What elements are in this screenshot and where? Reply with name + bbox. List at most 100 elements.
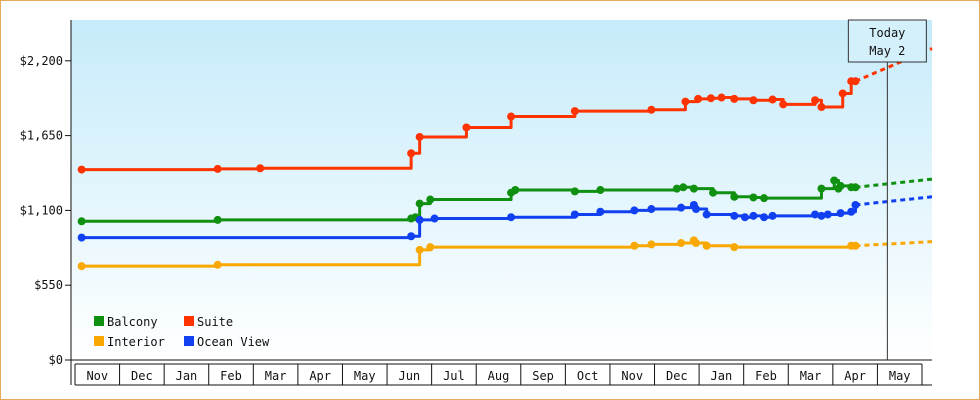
data-point[interactable]	[760, 213, 769, 222]
data-point[interactable]	[213, 215, 222, 224]
x-tick-label: Nov	[86, 369, 108, 383]
data-point[interactable]	[647, 240, 656, 249]
series-layer	[77, 47, 933, 271]
today-box	[847, 19, 927, 63]
data-point[interactable]	[507, 213, 516, 222]
data-point[interactable]	[730, 192, 739, 201]
data-point[interactable]	[692, 239, 701, 248]
data-point[interactable]	[851, 77, 860, 86]
data-point[interactable]	[77, 262, 86, 271]
data-point[interactable]	[709, 188, 718, 197]
data-point[interactable]	[77, 233, 86, 242]
data-point[interactable]	[213, 260, 222, 269]
legend-swatch	[184, 316, 194, 326]
x-tick-label: Apr	[844, 369, 866, 383]
data-point[interactable]	[768, 211, 777, 220]
today-date: May 2	[869, 44, 905, 58]
x-tick-label: Nov	[621, 369, 643, 383]
data-point[interactable]	[596, 186, 605, 194]
data-point[interactable]	[811, 210, 820, 219]
data-point[interactable]	[836, 209, 845, 218]
data-point[interactable]	[749, 193, 758, 202]
data-point[interactable]	[570, 210, 579, 219]
data-point[interactable]	[823, 210, 832, 219]
today-label: Today	[869, 26, 905, 40]
data-point[interactable]	[677, 239, 686, 248]
data-point[interactable]	[830, 176, 839, 185]
data-point[interactable]	[647, 205, 656, 214]
data-point[interactable]	[749, 96, 758, 105]
x-tick-label: Jan	[176, 369, 198, 383]
x-tick-label: Jun	[398, 369, 420, 383]
data-point[interactable]	[851, 200, 860, 209]
data-point[interactable]	[851, 183, 860, 192]
data-point[interactable]	[811, 96, 820, 105]
legend-label: Balcony	[107, 315, 158, 329]
data-point[interactable]	[415, 215, 424, 224]
x-tick-label: Mar	[265, 369, 287, 383]
data-point[interactable]	[407, 149, 416, 158]
data-point[interactable]	[730, 243, 739, 252]
x-tick-label: Feb	[220, 369, 242, 383]
data-point[interactable]	[689, 184, 698, 193]
data-point[interactable]	[717, 93, 726, 102]
data-point[interactable]	[426, 243, 435, 252]
data-point[interactable]	[630, 241, 639, 250]
data-point[interactable]	[570, 187, 579, 196]
data-point[interactable]	[679, 183, 688, 192]
data-point[interactable]	[740, 213, 749, 222]
data-point[interactable]	[462, 123, 471, 132]
data-point[interactable]	[847, 207, 856, 216]
plot-background	[71, 20, 932, 360]
data-point[interactable]	[851, 241, 860, 250]
data-point[interactable]	[779, 100, 788, 109]
data-point[interactable]	[706, 94, 715, 103]
data-point[interactable]	[817, 103, 826, 112]
data-point[interactable]	[730, 94, 739, 103]
data-point[interactable]	[692, 205, 701, 214]
data-point[interactable]	[836, 181, 845, 190]
data-point[interactable]	[760, 194, 769, 203]
data-point[interactable]	[77, 217, 86, 226]
data-point[interactable]	[415, 132, 424, 141]
data-point[interactable]	[647, 105, 656, 114]
data-point[interactable]	[213, 164, 222, 173]
series-suite	[77, 47, 933, 174]
x-tick-label: Oct	[577, 369, 599, 383]
x-tick-label: May	[354, 369, 376, 383]
forecast-line	[854, 47, 933, 83]
data-point[interactable]	[256, 164, 265, 173]
legend: Balcony Suite Interior Ocean View	[94, 315, 270, 349]
data-point[interactable]	[77, 165, 86, 174]
data-point[interactable]	[511, 186, 520, 194]
data-point[interactable]	[702, 210, 711, 219]
data-point[interactable]	[694, 94, 703, 103]
forecast-line	[855, 240, 933, 248]
data-point[interactable]	[407, 232, 416, 241]
legend-label: Interior	[107, 335, 165, 349]
data-point[interactable]	[570, 107, 579, 116]
legend-item: Suite	[184, 315, 233, 329]
data-point[interactable]	[415, 245, 424, 254]
data-point[interactable]	[768, 95, 777, 104]
data-point[interactable]	[677, 203, 686, 212]
data-point[interactable]	[507, 112, 516, 121]
x-tick-label: Jan	[711, 369, 733, 383]
data-point[interactable]	[702, 241, 711, 250]
data-point[interactable]	[672, 184, 681, 193]
data-point[interactable]	[426, 195, 435, 204]
data-point[interactable]	[817, 184, 826, 193]
data-point[interactable]	[596, 207, 605, 216]
data-point[interactable]	[681, 97, 690, 106]
data-point[interactable]	[838, 89, 847, 98]
data-point[interactable]	[415, 199, 424, 208]
y-tick-label: $2,200	[20, 54, 63, 68]
series-ocean-view	[77, 195, 933, 242]
data-point[interactable]	[749, 211, 758, 220]
data-point[interactable]	[430, 214, 439, 223]
data-point[interactable]	[817, 211, 826, 220]
data-point[interactable]	[630, 206, 639, 215]
data-point[interactable]	[730, 211, 739, 220]
